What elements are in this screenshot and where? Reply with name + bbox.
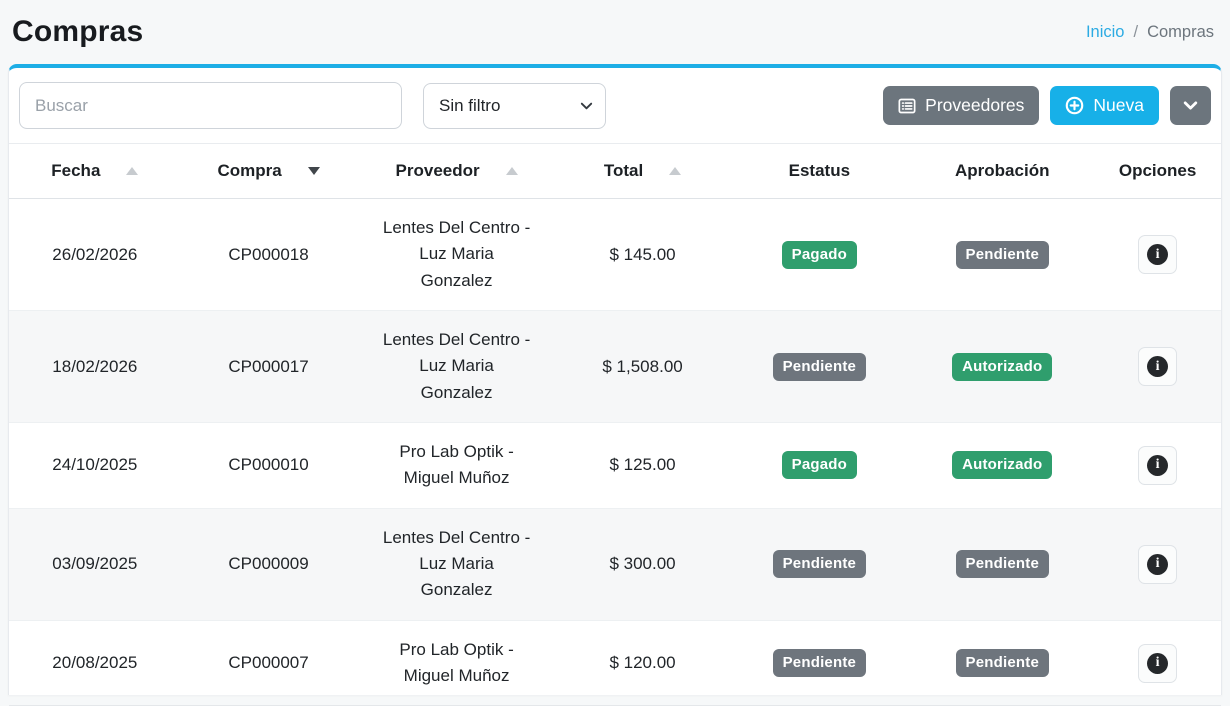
estatus-cell: Pendiente — [728, 619, 911, 706]
compra-cell: CP000007 — [180, 619, 357, 706]
info-icon: i — [1147, 652, 1169, 674]
chevron-down-icon — [1182, 97, 1199, 114]
opciones-cell: i — [1094, 422, 1221, 509]
table-row: 03/09/2025 CP000009 Lentes Del Centro - … — [9, 507, 1221, 621]
info-button[interactable]: i — [1138, 445, 1178, 485]
info-icon: i — [1147, 454, 1169, 476]
compras-table: Fecha Compra Proveedor Total Estatus Apr… — [9, 143, 1221, 706]
total-cell: $ 125.00 — [556, 422, 729, 509]
column-header-total[interactable]: Total — [556, 143, 729, 199]
info-icon: i — [1147, 244, 1169, 266]
approval-badge: Pendiente — [955, 649, 1049, 678]
info-button[interactable]: i — [1138, 544, 1178, 584]
column-header-aprobacion: Aprobación — [910, 143, 1095, 199]
sort-asc-icon — [126, 166, 139, 175]
table-row: 26/02/2026 CP000018 Lentes Del Centro - … — [9, 199, 1221, 311]
nueva-button-label: Nueva — [1093, 94, 1144, 115]
approval-badge: Pendiente — [955, 240, 1049, 269]
total-cell: $ 145.00 — [609, 244, 676, 264]
compras-card: Sin filtro Proveedores — [8, 64, 1222, 706]
filter-select[interactable]: Sin filtro — [423, 82, 606, 129]
proveedores-button[interactable]: Proveedores — [883, 86, 1040, 125]
status-badge: Pagado — [781, 451, 858, 480]
list-icon — [898, 97, 916, 115]
breadcrumb-separator: / — [1133, 22, 1139, 41]
toolbar-actions: Proveedores Nueva — [883, 86, 1211, 125]
proveedor-cell: Lentes Del Centro - Luz Maria Gonzalez — [356, 310, 557, 423]
table-header-row: Fecha Compra Proveedor Total Estatus Apr… — [9, 143, 1221, 199]
opciones-cell: i — [1094, 619, 1221, 706]
column-header-proveedor[interactable]: Proveedor — [356, 143, 557, 199]
fecha-cell: 26/02/2026 — [52, 244, 138, 264]
total-cell: $ 300.00 — [556, 507, 729, 621]
plus-circle-icon — [1065, 96, 1084, 115]
total-cell: $ 1,508.00 — [556, 310, 729, 423]
opciones-cell: i — [1094, 310, 1221, 423]
approval-badge: Autorizado — [952, 451, 1053, 480]
sort-asc-icon — [505, 166, 518, 175]
collapse-button[interactable] — [1170, 86, 1211, 125]
toolbar: Sin filtro Proveedores — [9, 68, 1221, 143]
aprobacion-cell: Autorizado — [910, 422, 1095, 509]
compra-cell: CP000017 — [180, 310, 357, 423]
status-badge: Pendiente — [772, 649, 867, 678]
approval-badge: Pendiente — [955, 550, 1049, 579]
status-badge: Pagado — [781, 240, 858, 269]
opciones-cell: i — [1094, 507, 1221, 621]
column-header-fecha[interactable]: Fecha — [9, 143, 181, 199]
estatus-cell: Pendiente — [728, 507, 911, 621]
sort-asc-icon — [669, 166, 682, 175]
fecha-cell: 03/09/2025 — [9, 507, 181, 621]
column-header-opciones: Opciones — [1094, 143, 1221, 199]
sort-desc-icon — [307, 166, 320, 175]
aprobacion-cell: Pendiente — [910, 619, 1095, 706]
status-badge: Pendiente — [772, 550, 867, 579]
page-header: Compras Inicio / Compras — [0, 0, 1230, 64]
column-header-estatus: Estatus — [728, 143, 911, 199]
info-icon: i — [1147, 553, 1169, 575]
approval-badge: Autorizado — [952, 352, 1053, 381]
aprobacion-cell: Autorizado — [910, 310, 1095, 423]
estatus-cell: Pagado — [728, 199, 910, 311]
compra-cell: CP000010 — [180, 422, 357, 509]
proveedor-cell: Pro Lab Optik - Miguel Muñoz — [356, 619, 557, 706]
table-row: 24/10/2025 CP000010 Pro Lab Optik - Migu… — [9, 422, 1221, 509]
info-button[interactable]: i — [1138, 347, 1178, 387]
estatus-cell: Pendiente — [728, 310, 911, 423]
fecha-cell: 24/10/2025 — [9, 422, 181, 509]
filter-select-wrap: Sin filtro — [423, 82, 606, 129]
proveedor-cell: Pro Lab Optik - Miguel Muñoz — [356, 422, 557, 509]
fecha-cell: 18/02/2026 — [9, 310, 181, 423]
search-input[interactable] — [19, 82, 402, 129]
compra-cell: CP000009 — [180, 507, 357, 621]
breadcrumb: Inicio / Compras — [1086, 23, 1214, 42]
aprobacion-cell: Pendiente — [910, 199, 1094, 311]
proveedor-cell: Lentes Del Centro - Luz Maria Gonzalez — [356, 507, 557, 621]
breadcrumb-link-inicio[interactable]: Inicio — [1085, 22, 1125, 41]
table-row: 20/08/2025 CP000007 Pro Lab Optik - Migu… — [9, 619, 1221, 706]
info-icon: i — [1147, 356, 1169, 378]
proveedores-button-label: Proveedores — [925, 94, 1025, 115]
breadcrumb-current: Compras — [1147, 22, 1214, 41]
info-button[interactable]: i — [1138, 643, 1178, 683]
total-cell: $ 120.00 — [556, 619, 729, 706]
proveedor-cell: Lentes Del Centro - Luz Maria Gonzalez — [382, 218, 531, 290]
status-badge: Pendiente — [772, 352, 867, 381]
nueva-button[interactable]: Nueva — [1050, 86, 1159, 125]
fecha-cell: 20/08/2025 — [9, 619, 181, 706]
compra-cell: CP000018 — [228, 244, 309, 264]
aprobacion-cell: Pendiente — [910, 507, 1095, 621]
estatus-cell: Pagado — [728, 422, 911, 509]
column-header-compra[interactable]: Compra — [180, 143, 357, 199]
table-row: 18/02/2026 CP000017 Lentes Del Centro - … — [9, 310, 1221, 423]
opciones-cell: i — [1094, 199, 1221, 311]
page-title: Compras — [12, 15, 144, 48]
info-button[interactable]: i — [1138, 235, 1178, 275]
